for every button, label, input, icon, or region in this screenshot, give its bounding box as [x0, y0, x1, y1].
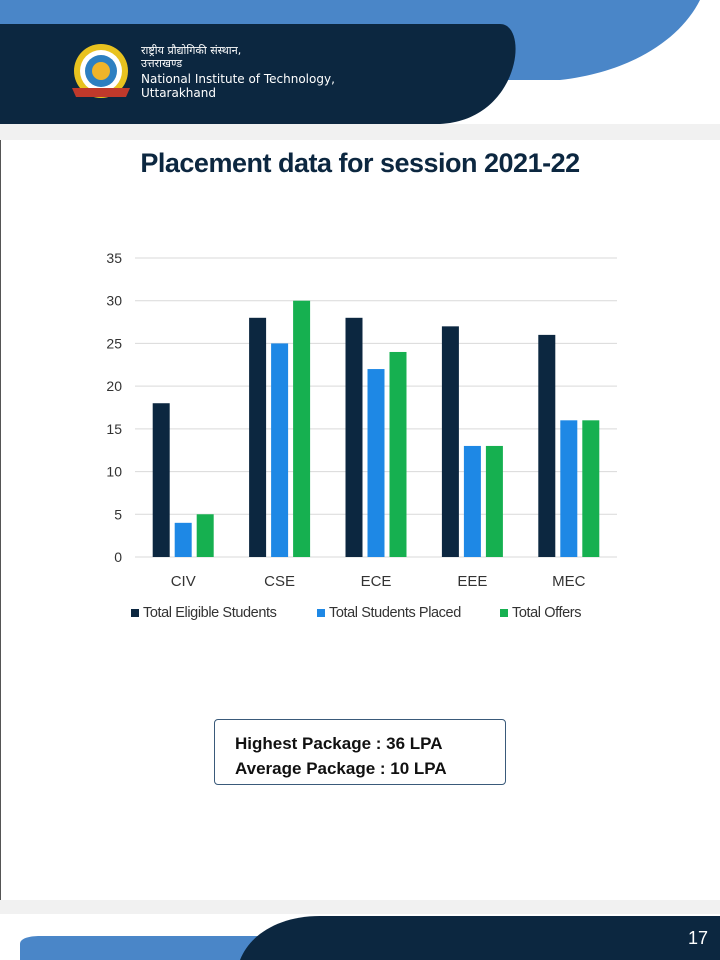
bar: [249, 317, 267, 557]
x-tick-label: CIV: [171, 573, 196, 590]
highest-package: Highest Package : 36 LPA: [235, 734, 443, 753]
bar: [389, 351, 407, 557]
bar: [463, 445, 481, 557]
y-tick-label: 5: [114, 506, 122, 522]
slide-title: Placement data for session 2021-22: [140, 148, 580, 178]
bar: [196, 514, 214, 557]
bar: [152, 403, 170, 557]
y-tick-label: 15: [106, 421, 122, 437]
bar: [560, 420, 578, 557]
y-tick-label: 35: [106, 250, 122, 266]
legend-label: Total Eligible Students: [143, 605, 277, 621]
institute-name-hindi: राष्ट्रीय प्रौद्योगिकी संस्थान,: [141, 44, 242, 57]
y-tick-label: 0: [114, 549, 122, 565]
left-margin-line: [0, 140, 1, 902]
bar: [582, 420, 600, 557]
legend-swatch: [131, 609, 139, 617]
bar: [441, 326, 459, 557]
y-tick-label: 30: [106, 293, 122, 309]
average-package: Average Package : 10 LPA: [235, 759, 447, 778]
institute-state-english: Uttarakhand: [141, 86, 216, 100]
bar: [271, 343, 289, 557]
y-tick-label: 20: [106, 378, 122, 394]
x-tick-label: ECE: [361, 573, 392, 590]
nit-logo: [72, 44, 130, 98]
legend-swatch: [500, 609, 508, 617]
legend-label: Total Students Placed: [329, 605, 461, 621]
y-tick-label: 25: [106, 335, 122, 351]
bar: [485, 445, 503, 557]
bar: [367, 369, 385, 557]
institute-name-english: National Institute of Technology,: [141, 72, 335, 86]
y-tick-label: 10: [106, 464, 122, 480]
footer-banner: [0, 900, 720, 960]
page-number: 17: [687, 928, 708, 948]
placement-bar-chart: 0 5 10 15 20 25 30 35 CIV CSE ECE EEE MEC Total Eligi…: [106, 250, 617, 621]
x-tick-label: MEC: [552, 573, 586, 590]
x-tick-label: EEE: [457, 573, 487, 590]
x-tick-label: CSE: [264, 573, 295, 590]
header-banner: [0, 0, 720, 140]
legend-label: Total Offers: [512, 605, 581, 621]
bar: [345, 317, 363, 557]
bar: [538, 334, 556, 557]
institute-state-hindi: उत्तराखण्ड: [141, 57, 183, 70]
bar: [174, 522, 192, 557]
legend-swatch: [317, 609, 325, 617]
bar: [293, 300, 311, 557]
package-summary-box: Highest Package : 36 LPA Average Package…: [214, 719, 506, 785]
